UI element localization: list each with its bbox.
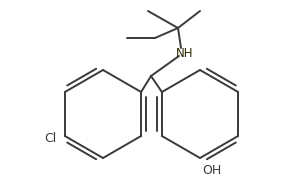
Text: Cl: Cl <box>45 132 57 145</box>
Text: OH: OH <box>202 164 221 177</box>
Text: NH: NH <box>176 46 194 60</box>
